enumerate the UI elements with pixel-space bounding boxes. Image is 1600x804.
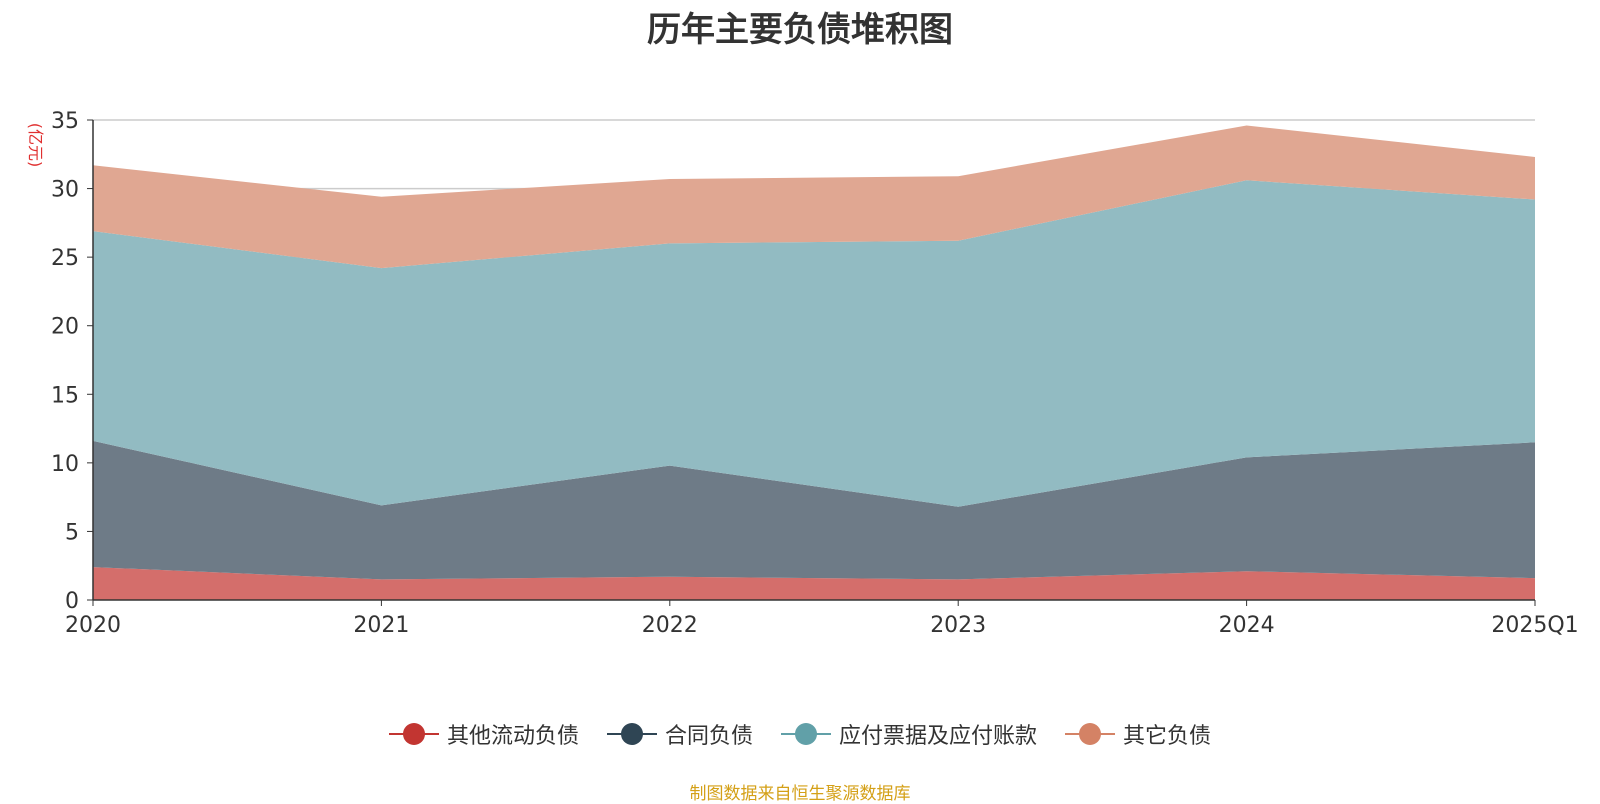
area-series-4[interactable] <box>93 125 1535 269</box>
y-tick-label: 25 <box>51 246 79 271</box>
legend-marker-icon <box>388 722 439 746</box>
legend: 其他流动负债 合同负债 应付票据及应付账款 其它负债 <box>0 718 1600 750</box>
axes <box>92 120 1535 601</box>
chart-title: 历年主要负债堆积图 <box>647 10 953 50</box>
x-tick-labels: 2020 2021 2022 2023 2024 2025Q1 <box>65 600 1579 638</box>
x-tick-label: 2020 <box>65 613 121 638</box>
y-tick-label: 30 <box>51 178 79 203</box>
y-tick-label: 15 <box>51 383 79 408</box>
legend-marker-icon <box>606 722 657 746</box>
legend-item-2[interactable]: 合同负债 <box>606 718 753 750</box>
y-unit-label: (亿元) <box>26 123 45 168</box>
y-tick-label: 5 <box>65 520 79 545</box>
legend-label: 其它负债 <box>1123 724 1212 749</box>
legend-item-1[interactable]: 其他流动负债 <box>388 718 579 750</box>
source-note: 制图数据来自恒生聚源数据库 <box>689 784 911 804</box>
legend-item-3[interactable]: 应付票据及应付账款 <box>781 718 1037 750</box>
legend-label: 应付票据及应付账款 <box>839 724 1038 749</box>
x-tick-label: 2025Q1 <box>1491 613 1578 638</box>
area-series-2[interactable] <box>93 440 1535 580</box>
x-tick-label: 2021 <box>353 613 409 638</box>
legend-item-4[interactable]: 其它负债 <box>1065 718 1211 750</box>
y-tick-label: 20 <box>51 315 79 340</box>
legend-label: 其他流动负债 <box>446 724 579 749</box>
area-series-3[interactable] <box>93 180 1535 507</box>
legend-marker-icon <box>1065 722 1116 746</box>
legend-marker-icon <box>781 722 831 746</box>
area-series-1[interactable] <box>93 567 1535 600</box>
y-tick-label: 0 <box>65 589 79 614</box>
area-series <box>93 125 1535 600</box>
x-tick-label: 2024 <box>1219 613 1275 638</box>
x-tick-label: 2023 <box>930 613 986 638</box>
legend-label: 合同负债 <box>664 724 753 749</box>
y-tick-label: 10 <box>51 452 79 477</box>
y-tick-label: 35 <box>51 109 79 134</box>
y-tick-labels: 0 5 10 15 20 25 30 35 <box>51 109 93 614</box>
x-tick-label: 2022 <box>642 613 698 638</box>
